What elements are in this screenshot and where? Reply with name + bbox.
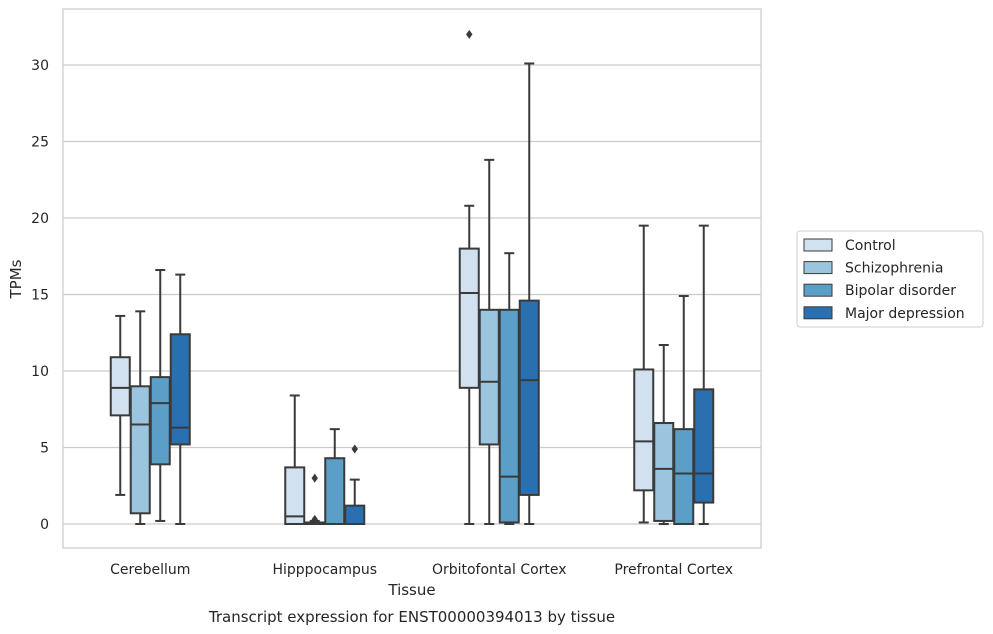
outlier-point bbox=[311, 473, 318, 483]
box-schizophrenia bbox=[129, 310, 151, 525]
outlier-point bbox=[466, 29, 473, 39]
plot-area bbox=[62, 8, 762, 549]
box-control bbox=[109, 314, 131, 496]
box-body bbox=[633, 368, 655, 492]
box-body bbox=[673, 428, 695, 526]
box-body bbox=[109, 356, 131, 417]
x-tick-label: Prefrontal Cortex bbox=[614, 562, 733, 578]
box-control bbox=[633, 224, 655, 524]
box-body bbox=[478, 308, 500, 446]
box-control bbox=[284, 394, 306, 526]
boxes bbox=[109, 29, 715, 526]
legend-label: Control bbox=[845, 238, 896, 254]
box-body bbox=[129, 385, 151, 515]
legend-label: Major depression bbox=[845, 306, 965, 322]
x-axis-ticks: Cerebellum Hipppocampus Orbitofontal Corte… bbox=[110, 562, 733, 578]
legend-swatch bbox=[803, 283, 833, 297]
legend-label: Bipolar disorder bbox=[845, 283, 956, 299]
box-major-depression bbox=[693, 224, 715, 525]
y-axis-ticks: 0 5 10 15 20 25 30 bbox=[31, 58, 49, 533]
box-body bbox=[693, 388, 715, 504]
box-body bbox=[324, 457, 346, 525]
box-schizophrenia bbox=[653, 343, 675, 525]
y-tick-label: 5 bbox=[40, 441, 49, 457]
box-body bbox=[284, 466, 306, 526]
x-tick-label: Hipppocampus bbox=[272, 562, 377, 578]
box-schizophrenia bbox=[304, 473, 326, 525]
box-body bbox=[498, 308, 520, 524]
legend: Control Schizophrenia Bipolar disorder Majo… bbox=[796, 230, 984, 328]
box-body bbox=[458, 247, 480, 389]
legend-frame bbox=[796, 230, 984, 328]
outlier-point bbox=[311, 514, 318, 524]
legend-label: Schizophrenia bbox=[845, 261, 943, 277]
y-axis-label: TPMs bbox=[7, 259, 25, 299]
box-major-depression bbox=[344, 444, 366, 526]
x-tick-label: Orbitofontal Cortex bbox=[432, 562, 567, 578]
box-bipolar-disorder bbox=[498, 252, 520, 525]
legend-swatch bbox=[803, 306, 833, 320]
box-schizophrenia bbox=[478, 158, 500, 525]
y-tick-label: 25 bbox=[31, 135, 49, 151]
box-bipolar-disorder bbox=[673, 295, 695, 526]
box-major-depression bbox=[169, 273, 191, 525]
y-tick-label: 30 bbox=[31, 58, 49, 74]
box-body bbox=[518, 299, 540, 496]
y-tick-label: 15 bbox=[31, 288, 49, 304]
box-body bbox=[653, 422, 675, 522]
box-body bbox=[344, 504, 366, 526]
y-tick-label: 10 bbox=[31, 364, 49, 380]
x-tick-label: Cerebellum bbox=[110, 562, 190, 578]
y-tick-label: 0 bbox=[40, 517, 49, 533]
box-bipolar-disorder bbox=[149, 269, 171, 522]
box-major-depression bbox=[518, 62, 540, 525]
legend-swatch bbox=[803, 238, 833, 252]
y-tick-label: 20 bbox=[31, 211, 49, 227]
legend-swatch bbox=[803, 261, 833, 275]
x-axis-label: Tissue bbox=[387, 581, 435, 599]
box-body bbox=[169, 333, 191, 446]
box-bipolar-disorder bbox=[324, 428, 346, 525]
box-control bbox=[458, 29, 480, 525]
chart-caption: Transcript expression for ENST0000039401… bbox=[208, 608, 615, 626]
box-body bbox=[149, 376, 171, 466]
outlier-point bbox=[351, 444, 358, 454]
